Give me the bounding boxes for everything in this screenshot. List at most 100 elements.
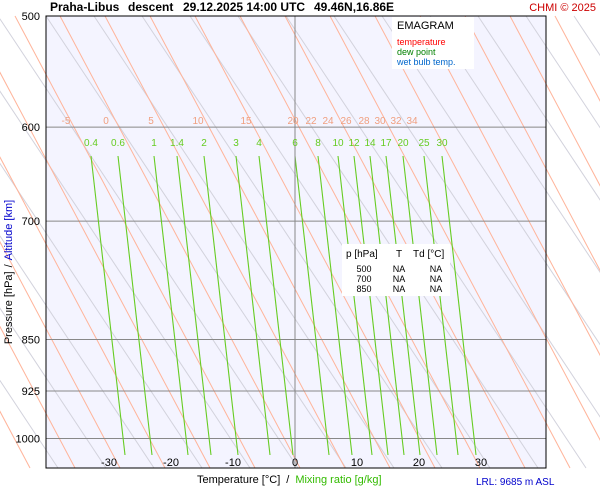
x-axis-label-separator: / [286,474,290,486]
wet-bulb-line [93,15,395,469]
mixing-ratio-line [317,155,353,456]
mixing-ratio-line [176,155,212,456]
y-axis-label-pressure: Pressure [hPa] [3,271,15,344]
mixing-ratio-labels: 0.4 0.6 1 1.4 2 3 4 6 8 10 12 14 17 20 25 30 [84,138,448,149]
header-station: Praha-Libus [50,0,120,14]
dry-adiabat-line [329,15,571,469]
pressure-tick-label: 500 [22,11,40,23]
mixing-ratio-label: 12 [348,138,360,149]
temperature-tick-label: 10 [351,457,363,469]
dry-adiabat-line [0,156,166,469]
mixing-ratio-line [153,155,189,456]
mixing-ratio-line [203,155,239,456]
header-datetime: 29.12.2025 14:00 UTC [183,0,305,14]
y-axis-title: Pressure [hPa] / Altitude [km] [3,200,15,344]
header-mode: descent [128,0,173,14]
x-axis-label-temperature: Temperature [°C] [197,474,280,486]
table-cell: NA [430,284,443,294]
wet-bulb-line [573,15,600,57]
table-cell: NA [430,274,443,284]
temperature-tick-label: -30 [101,457,117,469]
wet-bulb-line [141,15,443,469]
isotherm-label: -5 [62,116,71,127]
table-header-td: Td [°C] [413,249,444,260]
mixing-ratio-label: 1.4 [170,138,184,149]
mixing-ratio-label: 3 [233,138,239,149]
header-coords: 49.46N,16.86E [314,0,394,14]
legend-box [392,17,474,69]
dry-adiabat-line [59,15,301,469]
pressure-tick-label: 850 [22,334,40,346]
wet-bulb-line [477,15,600,201]
isotherm-label: 5 [148,116,154,127]
wet-bulb-line [45,15,347,469]
mixing-ratio-label: 8 [315,138,321,149]
temperature-tick-label: 30 [475,457,487,469]
wet-bulb-line [285,15,587,469]
isotherm-label: 15 [240,116,252,127]
copyright: CHMI © 2025 [529,2,596,14]
x-axis-label-mixing-ratio: Mixing ratio [g/kg] [295,474,381,486]
mixing-ratio-label: 20 [397,138,409,149]
mixing-ratio-label: 25 [418,138,430,149]
isotherm-label: 24 [322,116,334,127]
table-cell: 850 [356,284,371,294]
wet-bulb-line [381,15,600,346]
isotherm-label: 26 [340,116,352,127]
x-axis-title: Temperature [°C] / Mixing ratio [g/kg] [197,474,382,486]
mixing-ratio-label: 2 [201,138,207,149]
y-axis-label-altitude: Altitude [km] [3,200,15,261]
mixing-ratio-label: 0.6 [111,138,125,149]
table-header-t: T [396,249,402,260]
dry-adiabat-line [104,15,346,469]
wet-bulb-line [333,15,600,418]
pressure-tick-labels: 500 600 700 850 925 1000 [16,11,40,446]
temperature-tick-label: -10 [225,457,241,469]
temperature-tick-label: 20 [413,457,425,469]
dry-adiabat-line [0,325,76,469]
isotherm-label: 10 [192,116,204,127]
mixing-ratio-line [369,155,405,456]
dry-adiabat-line [239,15,481,469]
mixing-ratio-line [117,155,153,456]
isotherm-label: 32 [390,116,402,127]
dry-adiabat-lines [0,15,600,469]
mixing-ratio-label: 17 [380,138,392,149]
legend-title: EMAGRAM [397,20,454,32]
isotherm-label: 28 [358,116,370,127]
table-cell: NA [393,284,406,294]
dry-adiabat-line [149,15,391,469]
temperature-tick-label: -20 [163,457,179,469]
table-cell: NA [393,264,406,274]
isotherm-label: 34 [406,116,418,127]
mixing-ratio-line [423,155,459,456]
mixing-ratio-label: 4 [256,138,262,149]
mixing-ratio-line [235,155,271,456]
dry-adiabat-line [284,15,526,469]
dry-adiabat-line [0,240,121,469]
wet-bulb-line [0,307,107,469]
legend-temperature: temperature [397,37,446,47]
mixing-ratio-line [337,155,373,456]
mixing-ratio-line [258,155,294,456]
plot-frame [45,15,547,469]
legend-dew-point: dew point [397,47,436,57]
mixing-ratio-label: 30 [436,138,448,149]
isotherm-label: 0 [103,116,109,127]
mixing-ratio-line [402,155,438,456]
wet-bulb-line [0,379,59,469]
pressure-tick-label: 600 [22,122,40,134]
plot-background [46,16,546,468]
dry-adiabat-line [554,15,600,102]
wet-bulb-line [0,18,299,469]
table-cell: 500 [356,264,371,274]
mixing-ratio-label: 1 [151,138,157,149]
table-cell: NA [430,264,443,274]
mixing-ratio-line [353,155,389,456]
dry-adiabat-line [14,15,256,469]
isotherm-labels: -5 0 5 10 15 20 22 24 26 28 30 32 34 [62,116,418,127]
pressure-tick-label: 1000 [16,434,40,446]
pressure-tick-label: 700 [22,216,40,228]
y-axis-label-separator: / [3,263,15,267]
